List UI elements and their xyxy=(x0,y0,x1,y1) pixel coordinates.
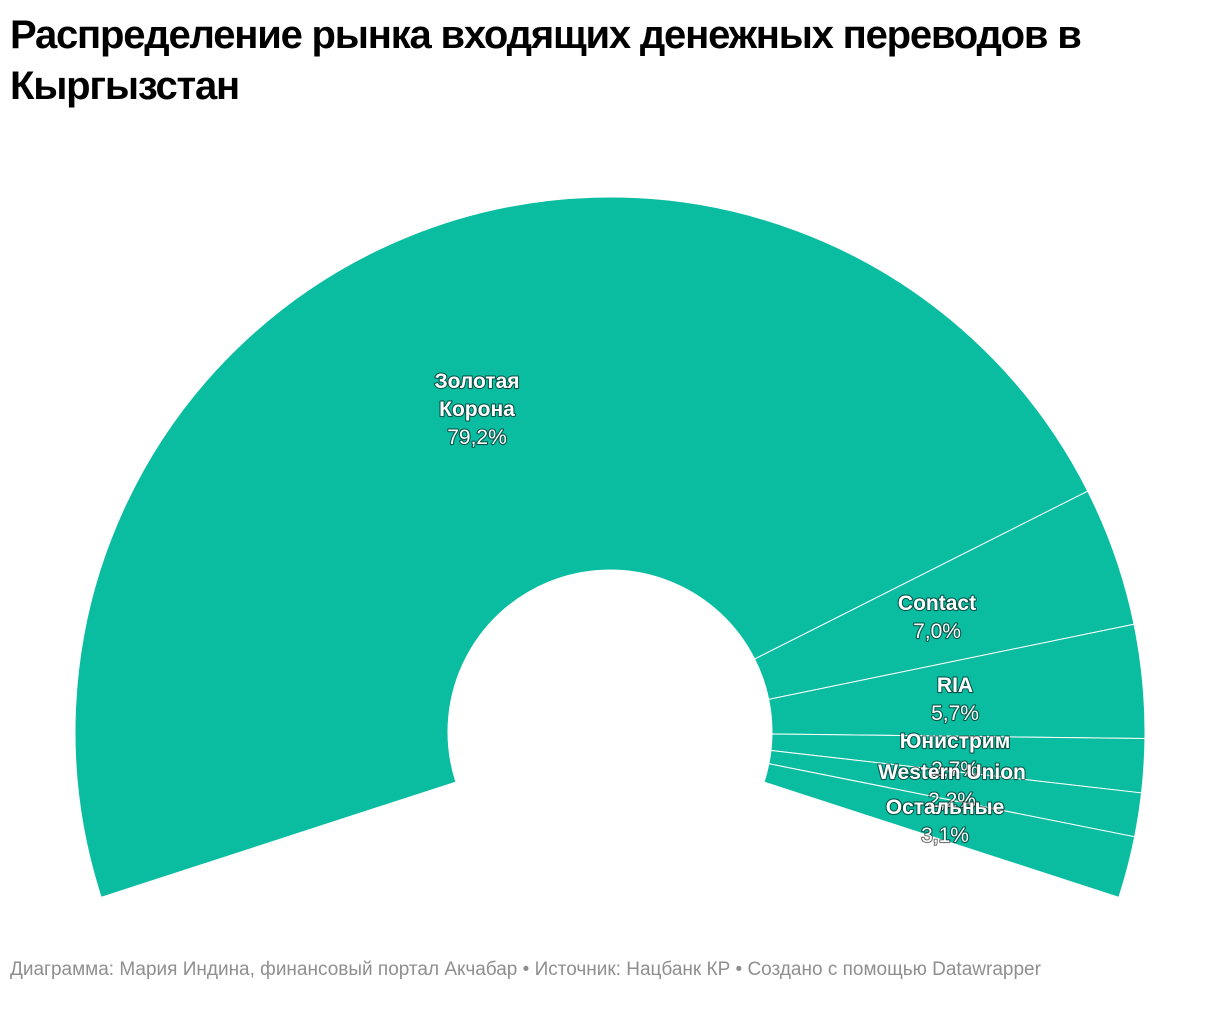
slice-label-1: Contact 7,0% xyxy=(897,591,977,644)
slice-value-1: 7,0% xyxy=(913,620,961,643)
slice-label-2: RIA 5,7% xyxy=(930,673,980,726)
slice-value-5: 3,1% xyxy=(921,824,969,847)
donut-arc-chart: Золотая Корона 79,2% Contact 7,0% RIA 5,7% Юнис… xyxy=(74,196,1146,898)
slice-value-2: 5,7% xyxy=(931,702,979,725)
slice-value-0: 79,2% xyxy=(447,426,507,449)
slice-value-3: 2,7% xyxy=(931,758,979,781)
slice-label-5: Остальные 3,1% xyxy=(885,795,1006,848)
slice-0 xyxy=(74,196,1089,898)
slice-name-2-0: RIA xyxy=(937,674,973,697)
slice-name-0-1: Корона xyxy=(439,398,515,421)
slice-label-4: Western Union 2,2% xyxy=(877,760,1027,813)
slices-group xyxy=(74,196,1146,898)
chart-footer: Диаграмма: Мария Индина, финансовый порт… xyxy=(10,959,1041,980)
slice-name-5-0: Остальные xyxy=(886,796,1005,819)
slice-name-3-0: Юнистрим xyxy=(900,730,1011,753)
slice-labels-group: Золотая Корона 79,2% Contact 7,0% RIA 5,7% Юнис… xyxy=(433,369,1027,848)
slice-label-3: Юнистрим 2,7% xyxy=(899,729,1012,782)
slice-label-0: Золотая Корона 79,2% xyxy=(433,369,520,450)
slice-name-0-0: Золотая xyxy=(434,370,519,393)
slice-name-4-0: Western Union xyxy=(878,761,1026,784)
slice-name-1-0: Contact xyxy=(898,592,976,615)
slice-5 xyxy=(763,763,1136,898)
slice-value-4: 2,2% xyxy=(928,789,976,812)
chart-title: Распределение рынка входящих денежных пе… xyxy=(10,13,1082,108)
